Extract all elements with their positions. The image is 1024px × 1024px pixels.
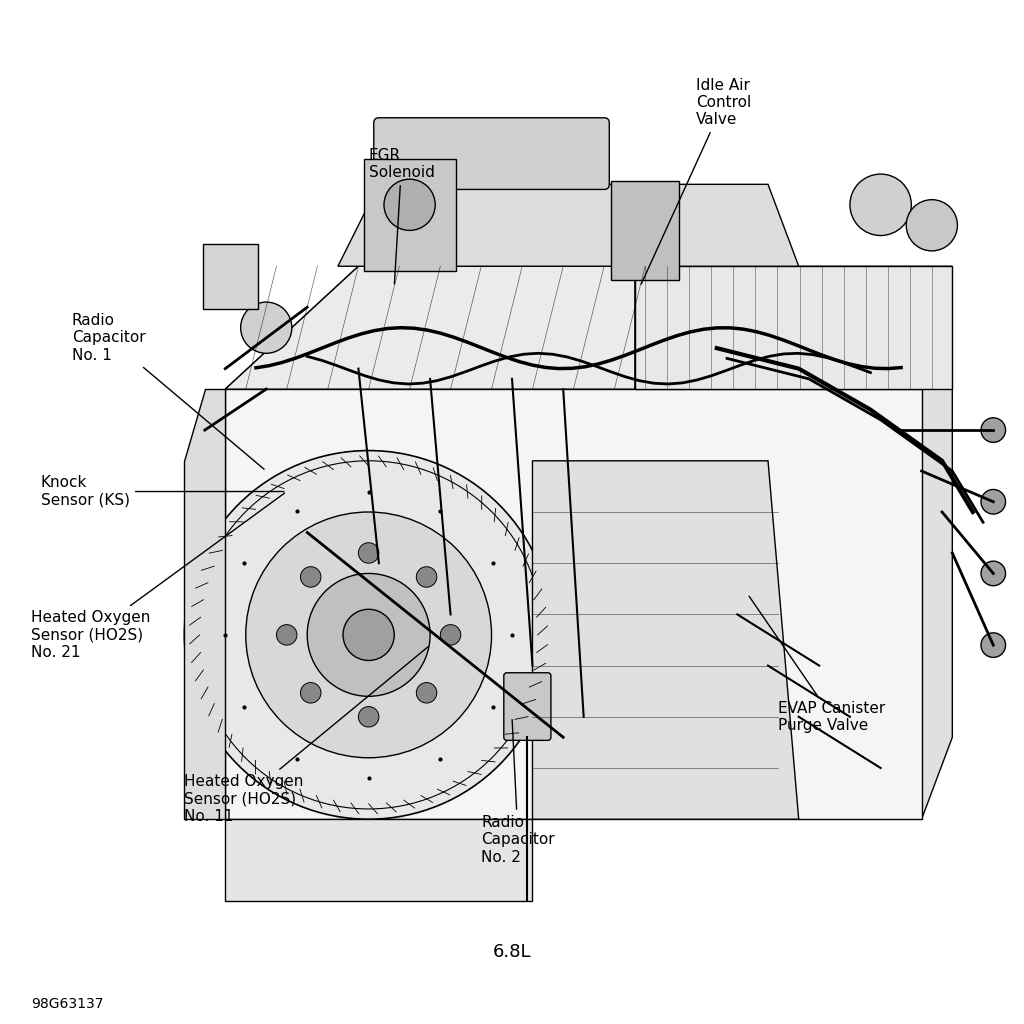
Circle shape [981, 633, 1006, 657]
Polygon shape [225, 819, 532, 901]
Circle shape [417, 683, 437, 703]
Circle shape [307, 573, 430, 696]
FancyBboxPatch shape [504, 673, 551, 740]
Polygon shape [184, 389, 225, 819]
Circle shape [241, 302, 292, 353]
Circle shape [184, 451, 553, 819]
Text: Heated Oxygen
Sensor (HO2S)
No. 21: Heated Oxygen Sensor (HO2S) No. 21 [31, 494, 285, 659]
Circle shape [384, 179, 435, 230]
Polygon shape [922, 266, 952, 819]
Circle shape [358, 707, 379, 727]
Circle shape [343, 609, 394, 660]
Text: 98G63137: 98G63137 [31, 996, 103, 1011]
Text: 6.8L: 6.8L [493, 943, 531, 962]
Circle shape [276, 625, 297, 645]
Text: EVAP Canister
Purge Valve: EVAP Canister Purge Valve [750, 596, 886, 733]
Text: Radio
Capacitor
No. 1: Radio Capacitor No. 1 [72, 313, 264, 469]
Text: Heated Oxygen
Sensor (HO2S)
No. 11: Heated Oxygen Sensor (HO2S) No. 11 [184, 647, 428, 823]
FancyBboxPatch shape [364, 159, 456, 271]
Polygon shape [532, 461, 799, 819]
Circle shape [850, 174, 911, 236]
FancyBboxPatch shape [203, 244, 258, 309]
Circle shape [300, 683, 321, 703]
Polygon shape [338, 184, 799, 266]
Polygon shape [635, 266, 952, 389]
FancyBboxPatch shape [374, 118, 609, 189]
Circle shape [300, 566, 321, 587]
Text: Radio
Capacitor
No. 2: Radio Capacitor No. 2 [481, 720, 555, 864]
Circle shape [981, 561, 1006, 586]
Circle shape [417, 566, 437, 587]
Circle shape [906, 200, 957, 251]
FancyBboxPatch shape [611, 181, 679, 280]
Circle shape [358, 543, 379, 563]
Polygon shape [225, 389, 922, 819]
Text: Idle Air
Control
Valve: Idle Air Control Valve [641, 78, 752, 285]
Polygon shape [225, 266, 952, 389]
Circle shape [246, 512, 492, 758]
Circle shape [440, 625, 461, 645]
Text: Knock
Sensor (KS): Knock Sensor (KS) [41, 475, 284, 508]
Text: EGR
Solenoid: EGR Solenoid [369, 147, 434, 284]
Circle shape [981, 489, 1006, 514]
Polygon shape [225, 266, 635, 389]
Circle shape [981, 418, 1006, 442]
